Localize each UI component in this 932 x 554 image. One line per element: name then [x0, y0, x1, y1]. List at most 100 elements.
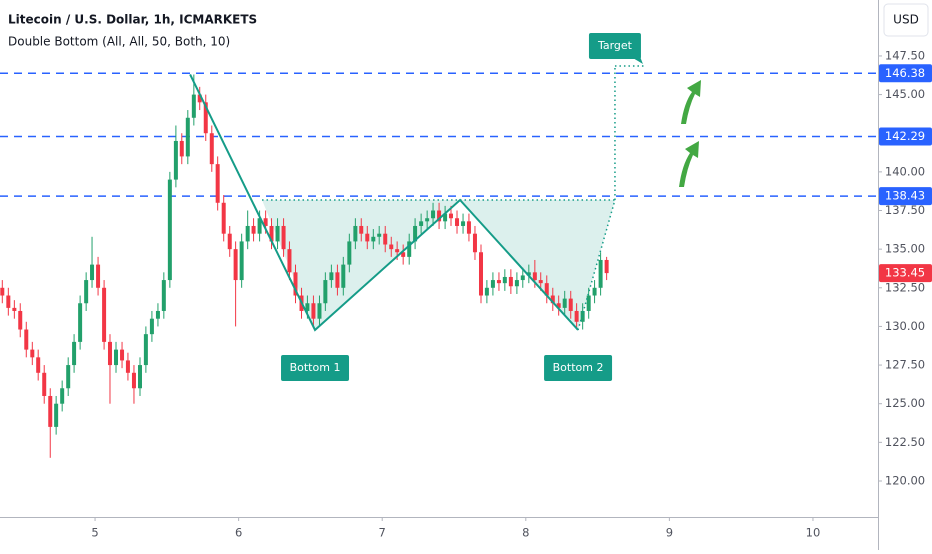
candle-body [191, 94, 196, 118]
candle-body [365, 233, 370, 242]
x-tick-label: 9 [666, 526, 673, 540]
y-tick-label: 120.00 [885, 473, 925, 487]
x-tick-label: 6 [235, 526, 242, 540]
candle-body [149, 318, 154, 335]
arrow-up [679, 141, 699, 187]
candle-body [54, 403, 59, 427]
candle-body [466, 221, 471, 234]
candle-body [323, 280, 328, 304]
candle-body [395, 249, 400, 253]
candle-body [155, 310, 160, 319]
candle-body [173, 140, 178, 180]
candle-body [137, 365, 142, 389]
candle-body [341, 264, 346, 288]
price-line-tag [879, 127, 932, 146]
candle-body [197, 94, 202, 103]
candle-body [60, 388, 65, 404]
candle-body [203, 102, 208, 134]
target-label: Target [597, 39, 633, 52]
price-line-label: 138.43 [885, 189, 925, 203]
candle-body [538, 280, 543, 284]
y-tick-label: 137.50 [885, 203, 925, 217]
candle-body [484, 287, 489, 296]
candle-body [48, 395, 53, 427]
candle-body [42, 372, 47, 396]
candle-body [131, 372, 136, 389]
candle-body [239, 241, 244, 281]
candle-body [568, 298, 573, 311]
candle-body [532, 272, 537, 281]
candle-body [437, 210, 442, 222]
target-label-box [588, 32, 641, 59]
chart-subtitle: Double Bottom (All, All, 50, Both, 10) [8, 35, 230, 49]
candle-body [461, 221, 466, 226]
x-tick-label: 8 [522, 526, 529, 540]
bottom-label: Bottom 2 [553, 361, 604, 374]
candle-body [544, 283, 549, 296]
candle-body [114, 349, 119, 366]
arrow-up [681, 80, 701, 124]
currency-label[interactable]: USD [893, 13, 919, 27]
candle-body [12, 307, 17, 311]
candle-body [287, 249, 292, 273]
candle-body [84, 280, 89, 304]
candle-body [311, 303, 316, 319]
y-tick-label: 127.50 [885, 358, 925, 372]
y-tick-label: 147.50 [885, 48, 925, 62]
candle-body [335, 272, 340, 288]
candle-body [502, 276, 507, 284]
candle-body [96, 264, 101, 288]
candle-body [383, 233, 388, 245]
candle-body [455, 218, 460, 226]
candle-body [413, 225, 418, 242]
candle-body [161, 280, 166, 311]
candle-body [179, 140, 184, 157]
candle-body [209, 133, 214, 165]
candle-body [36, 357, 41, 373]
candle-body [371, 236, 376, 242]
candle-body [389, 244, 394, 250]
candle-body [496, 280, 501, 284]
pattern-line [189, 74, 579, 332]
candle-body [448, 213, 453, 219]
candle-body [317, 303, 322, 319]
candle-body [24, 329, 29, 350]
y-tick-label: 125.00 [885, 396, 925, 410]
price-line-label: 142.29 [885, 129, 925, 143]
candle-body [508, 276, 513, 287]
candle-body [556, 303, 561, 308]
candle-body [107, 341, 112, 366]
candle-body [263, 218, 268, 226]
bottom-label-box [281, 354, 350, 381]
candle-body [221, 202, 226, 234]
price-line-tag [879, 64, 932, 83]
candle-body [167, 179, 172, 281]
target-label-pointer [632, 53, 643, 64]
candle-body [472, 233, 477, 253]
bottom-label-box [544, 354, 613, 381]
candle-body [72, 341, 77, 366]
y-tick-label: 130.00 [885, 319, 925, 333]
candle-body [78, 303, 83, 342]
x-tick-label: 10 [806, 526, 821, 540]
candle-body [233, 249, 238, 281]
candle-body [18, 310, 23, 330]
candle-body [353, 225, 358, 242]
plot-area [0, 65, 878, 458]
candle-body [251, 225, 256, 234]
candle-body [66, 365, 71, 389]
candle-body [407, 241, 412, 257]
candle-body [425, 218, 430, 222]
candle-body [586, 295, 591, 311]
currency-button[interactable] [883, 3, 929, 37]
candle-body [419, 221, 424, 226]
candle-body [490, 280, 495, 288]
candle-body [478, 252, 483, 296]
candle-body [520, 275, 525, 281]
candle-body [550, 295, 555, 304]
candle-body [120, 349, 125, 361]
x-tick-label: 7 [379, 526, 386, 540]
y-tick-label: 135.00 [885, 242, 925, 256]
